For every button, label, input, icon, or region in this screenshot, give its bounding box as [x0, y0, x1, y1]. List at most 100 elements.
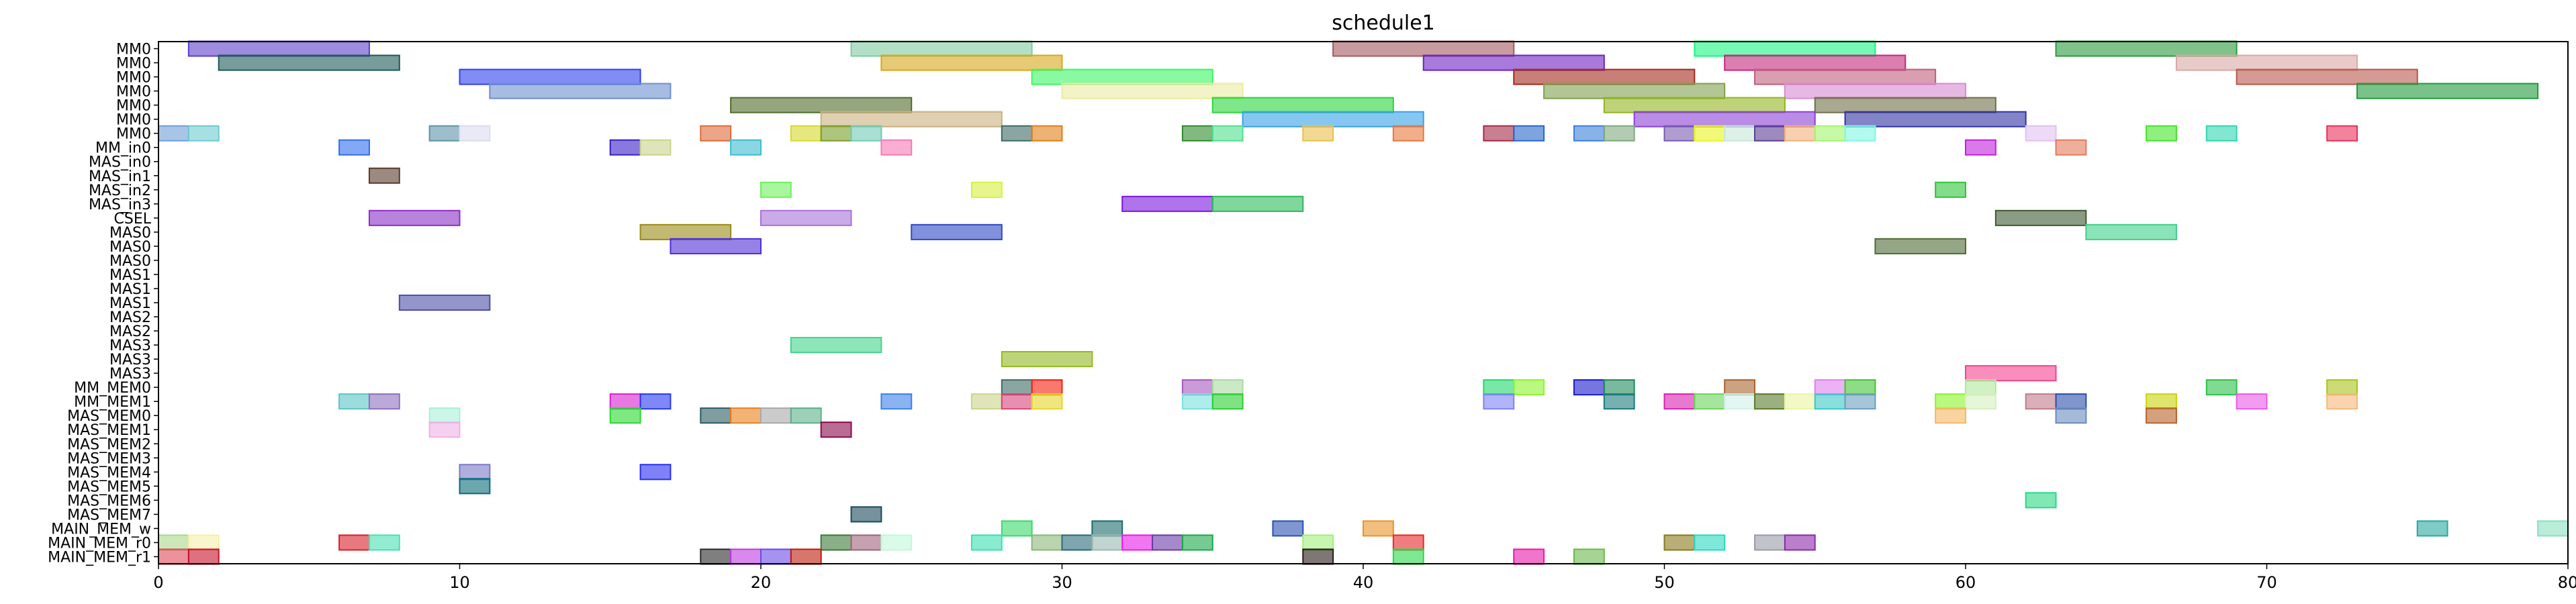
task-bar [1363, 520, 1394, 537]
task-bar [1754, 125, 1786, 142]
task-bar [880, 393, 913, 410]
task-bar [1483, 125, 1515, 142]
x-tick-label: 60 [1956, 573, 1976, 592]
task-bar [1392, 548, 1424, 565]
task-bar [1031, 534, 1063, 551]
task-bar [1694, 393, 1726, 410]
task-bar [338, 393, 370, 410]
x-axis: 0 10 20 30 40 50 60 70 80 [153, 564, 2576, 592]
task-bar [1603, 97, 1786, 113]
task-bar [1814, 379, 1846, 396]
task-bar [158, 534, 189, 551]
task-bar [1001, 520, 1033, 537]
task-bar [2025, 492, 2057, 509]
y-tick-label: MAS_MEM5 [67, 479, 151, 495]
y-tick-label: MAS_MEM1 [67, 422, 151, 439]
x-tick-label: 20 [751, 573, 772, 592]
task-bar [1814, 97, 1996, 113]
y-tick-label: MM0 [116, 70, 151, 87]
y-tick-label: MAS_MEM3 [67, 450, 151, 467]
x-tick-label: 40 [1353, 573, 1374, 592]
task-bar [1302, 125, 1334, 142]
task-bar [850, 506, 882, 523]
task-bar [158, 548, 189, 565]
y-tick-label: MAIN_MEM_r1 [48, 549, 151, 566]
task-bar [1965, 393, 1996, 410]
task-bar [1724, 379, 1756, 396]
task-bar [368, 393, 400, 410]
task-bar [1724, 393, 1756, 410]
task-bar [1422, 54, 1605, 71]
task-bar [790, 548, 822, 565]
task-bar [700, 125, 732, 142]
task-bar [1001, 351, 1093, 368]
task-bar [1513, 125, 1545, 142]
task-bar [1181, 125, 1213, 142]
task-bar [1121, 534, 1154, 551]
task-bar [1513, 68, 1696, 85]
task-bar [459, 478, 491, 495]
task-bar [1181, 393, 1213, 410]
y-tick-label: CSEL [114, 211, 152, 228]
task-bar [1211, 195, 1304, 212]
task-bar [1543, 83, 1726, 99]
x-tick-label: 10 [449, 573, 470, 592]
task-bar [2326, 125, 2358, 142]
task-bar [1724, 125, 1756, 142]
task-bar [187, 125, 220, 142]
task-bar [970, 181, 1003, 198]
task-bar [1844, 393, 1876, 410]
y-tick-label: MAS2 [109, 309, 151, 326]
y-tick-label: MAS_in0 [89, 154, 151, 171]
task-bar [398, 294, 491, 311]
task-bar [880, 54, 1063, 71]
task-bar [1784, 125, 1816, 142]
task-bar [2537, 520, 2569, 537]
y-tick-label: MAS_in3 [89, 197, 151, 213]
task-bar [428, 407, 461, 424]
task-bar [970, 393, 1003, 410]
task-bar [1121, 195, 1213, 212]
task-bar [2025, 393, 2057, 410]
task-bar [790, 407, 822, 424]
task-bar [338, 139, 370, 156]
task-bar [1573, 125, 1605, 142]
task-bar [1603, 379, 1635, 396]
task-bar [790, 337, 882, 354]
task-bar [911, 223, 1003, 240]
x-tick-label: 30 [1052, 573, 1072, 592]
task-bar [1302, 548, 1334, 565]
y-tick-label: MAS_MEM6 [67, 493, 151, 509]
task-bar [730, 139, 762, 156]
task-bar [820, 125, 852, 142]
task-bar [1754, 68, 1937, 85]
task-bar [2055, 40, 2238, 57]
task-bar [1844, 125, 1876, 142]
task-bar [1061, 534, 1093, 551]
task-bar [1754, 393, 1786, 410]
task-bar [730, 407, 762, 424]
task-bar [1211, 125, 1244, 142]
task-bar [1844, 379, 1876, 396]
task-bar [820, 111, 1003, 128]
task-bar [1001, 393, 1033, 410]
task-bar [1965, 139, 1996, 156]
task-bar [730, 548, 762, 565]
y-tick-label: MAS1 [109, 281, 151, 298]
task-bar [850, 40, 1033, 57]
task-bars [158, 40, 2569, 565]
task-bar [368, 534, 400, 551]
task-bar [1603, 393, 1635, 410]
task-bar [1935, 393, 1966, 410]
task-bar [2055, 393, 2087, 410]
task-bar [850, 534, 882, 551]
task-bar [730, 97, 913, 113]
task-bar [639, 223, 732, 240]
x-tick-label: 0 [153, 573, 163, 592]
task-bar [2146, 125, 2177, 142]
task-bar [1392, 125, 1424, 142]
x-tick-label: 80 [2558, 573, 2576, 592]
task-bar [1001, 379, 1033, 396]
task-bar [1483, 379, 1515, 396]
